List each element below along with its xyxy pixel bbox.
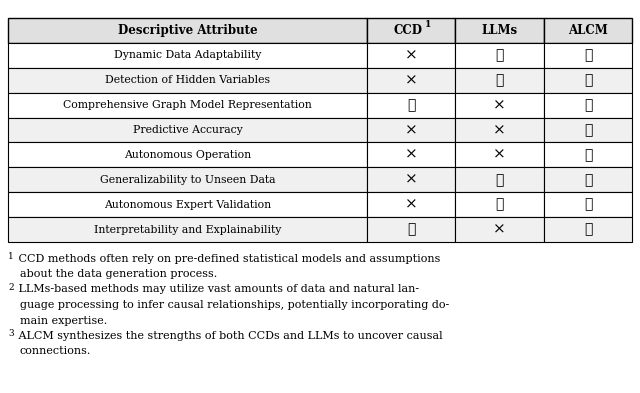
Text: guage processing to infer causal relationships, potentially incorporating do-: guage processing to infer causal relatio… <box>20 300 449 310</box>
Text: ✓: ✓ <box>584 173 592 187</box>
Text: 1: 1 <box>8 252 13 261</box>
Bar <box>367 43 456 68</box>
Text: ×: × <box>404 73 417 87</box>
Bar <box>8 217 367 242</box>
Bar <box>367 118 456 142</box>
Text: ✓: ✓ <box>495 48 504 62</box>
Text: ✓: ✓ <box>584 73 592 87</box>
Text: ✓: ✓ <box>584 123 592 137</box>
Bar <box>367 68 456 93</box>
Bar <box>544 18 632 43</box>
Text: ×: × <box>404 123 417 137</box>
Bar <box>367 93 456 118</box>
Text: ✓: ✓ <box>584 198 592 212</box>
Text: ×: × <box>404 173 417 187</box>
Text: Dynamic Data Adaptability: Dynamic Data Adaptability <box>114 50 261 61</box>
Text: Interpretability and Explainability: Interpretability and Explainability <box>93 224 281 235</box>
Text: CCD methods often rely on pre-defined statistical models and assumptions: CCD methods often rely on pre-defined st… <box>15 253 440 263</box>
Bar <box>456 18 544 43</box>
Text: ALCM: ALCM <box>568 24 608 37</box>
Text: CCD: CCD <box>394 24 422 37</box>
Bar <box>544 68 632 93</box>
Text: ✓: ✓ <box>584 48 592 62</box>
Bar <box>367 142 456 167</box>
Bar <box>456 118 544 142</box>
Text: ✓: ✓ <box>495 198 504 212</box>
Bar <box>8 142 367 167</box>
Text: Autonomous Operation: Autonomous Operation <box>124 150 251 160</box>
Text: Generalizability to Unseen Data: Generalizability to Unseen Data <box>100 175 275 185</box>
Text: ✓: ✓ <box>584 222 592 237</box>
Bar <box>367 192 456 217</box>
Text: Predictive Accuracy: Predictive Accuracy <box>132 125 243 135</box>
Bar <box>8 118 367 142</box>
Bar <box>456 93 544 118</box>
Bar <box>456 192 544 217</box>
Text: Detection of Hidden Variables: Detection of Hidden Variables <box>105 75 270 85</box>
Text: ✓: ✓ <box>495 173 504 187</box>
Text: 3: 3 <box>8 329 13 338</box>
Bar <box>544 217 632 242</box>
Bar <box>8 93 367 118</box>
Bar <box>544 142 632 167</box>
Bar <box>8 192 367 217</box>
Text: 2: 2 <box>8 283 13 292</box>
Text: ×: × <box>404 148 417 162</box>
Bar <box>544 192 632 217</box>
Bar <box>544 167 632 192</box>
Text: main expertise.: main expertise. <box>20 316 108 325</box>
Text: LLMs: LLMs <box>482 24 518 37</box>
Text: ✓: ✓ <box>584 148 592 162</box>
Bar <box>367 217 456 242</box>
Text: Descriptive Attribute: Descriptive Attribute <box>118 24 257 37</box>
Bar <box>544 118 632 142</box>
Bar <box>8 18 367 43</box>
Bar <box>544 93 632 118</box>
Bar <box>8 68 367 93</box>
Text: ✓: ✓ <box>407 222 415 237</box>
Bar <box>456 217 544 242</box>
Text: ×: × <box>493 98 506 112</box>
Text: ✓: ✓ <box>495 73 504 87</box>
Text: ×: × <box>493 148 506 162</box>
Text: about the data generation process.: about the data generation process. <box>20 269 217 279</box>
Bar <box>367 167 456 192</box>
Bar <box>456 43 544 68</box>
Text: ALCM synthesizes the strengths of both CCDs and LLMs to uncover causal: ALCM synthesizes the strengths of both C… <box>15 331 443 341</box>
Bar <box>544 43 632 68</box>
Text: ✓: ✓ <box>407 98 415 112</box>
Bar <box>367 18 456 43</box>
Text: ×: × <box>404 198 417 212</box>
Bar <box>456 167 544 192</box>
Text: ✓: ✓ <box>584 98 592 112</box>
Text: connections.: connections. <box>20 347 92 356</box>
Text: ×: × <box>493 222 506 237</box>
Text: LLMs-based methods may utilize vast amounts of data and natural lan-: LLMs-based methods may utilize vast amou… <box>15 285 419 294</box>
Bar <box>8 43 367 68</box>
Bar <box>8 167 367 192</box>
Text: ×: × <box>493 123 506 137</box>
Text: Comprehensive Graph Model Representation: Comprehensive Graph Model Representation <box>63 100 312 110</box>
Text: Autonomous Expert Validation: Autonomous Expert Validation <box>104 200 271 210</box>
Text: 1: 1 <box>424 20 431 29</box>
Text: ×: × <box>404 48 417 62</box>
Bar <box>456 68 544 93</box>
Bar <box>456 142 544 167</box>
